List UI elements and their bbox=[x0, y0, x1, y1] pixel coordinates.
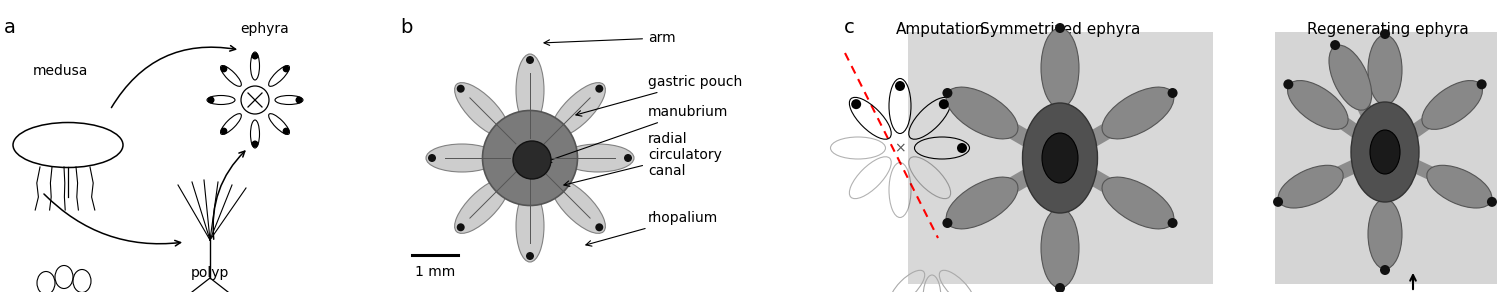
Circle shape bbox=[1476, 79, 1486, 89]
Ellipse shape bbox=[454, 179, 509, 233]
Circle shape bbox=[942, 88, 952, 98]
Ellipse shape bbox=[516, 54, 544, 126]
Text: gastric pouch: gastric pouch bbox=[576, 75, 742, 116]
Ellipse shape bbox=[1023, 103, 1098, 213]
FancyBboxPatch shape bbox=[1275, 32, 1497, 284]
Ellipse shape bbox=[483, 110, 578, 206]
Text: rhopalium: rhopalium bbox=[586, 211, 718, 246]
Text: medusa: medusa bbox=[33, 64, 87, 78]
Ellipse shape bbox=[1422, 81, 1482, 129]
Text: Symmetrized ephyra: Symmetrized ephyra bbox=[980, 22, 1140, 37]
Text: b: b bbox=[400, 18, 412, 37]
Ellipse shape bbox=[1368, 35, 1402, 105]
Ellipse shape bbox=[1278, 165, 1342, 208]
Ellipse shape bbox=[1041, 28, 1078, 108]
Circle shape bbox=[1054, 23, 1065, 33]
Text: ×: × bbox=[894, 141, 906, 155]
Circle shape bbox=[1380, 29, 1390, 39]
Ellipse shape bbox=[1368, 199, 1402, 269]
Ellipse shape bbox=[1102, 177, 1174, 229]
FancyBboxPatch shape bbox=[908, 32, 1214, 284]
Text: Regenerating ephyra: Regenerating ephyra bbox=[1306, 22, 1468, 37]
Text: 1 mm: 1 mm bbox=[416, 265, 454, 279]
Ellipse shape bbox=[1426, 165, 1492, 208]
Ellipse shape bbox=[1102, 87, 1174, 139]
Circle shape bbox=[252, 140, 258, 147]
Circle shape bbox=[939, 99, 950, 109]
Ellipse shape bbox=[1041, 208, 1078, 288]
Circle shape bbox=[624, 154, 632, 162]
Ellipse shape bbox=[1042, 133, 1078, 183]
Circle shape bbox=[1284, 79, 1293, 89]
Circle shape bbox=[526, 252, 534, 260]
Circle shape bbox=[596, 223, 603, 231]
Circle shape bbox=[526, 56, 534, 64]
Circle shape bbox=[1380, 265, 1390, 275]
Circle shape bbox=[1167, 218, 1178, 228]
Circle shape bbox=[282, 65, 290, 72]
Circle shape bbox=[252, 53, 258, 60]
Ellipse shape bbox=[1329, 45, 1371, 110]
Ellipse shape bbox=[946, 177, 1018, 229]
Ellipse shape bbox=[454, 83, 509, 137]
Text: arm: arm bbox=[544, 31, 675, 45]
Circle shape bbox=[1486, 197, 1497, 207]
Ellipse shape bbox=[516, 190, 544, 262]
Circle shape bbox=[207, 96, 214, 103]
Circle shape bbox=[296, 96, 303, 103]
Circle shape bbox=[1330, 40, 1340, 50]
Text: polyp: polyp bbox=[190, 266, 230, 280]
Ellipse shape bbox=[1352, 102, 1419, 202]
Text: manubrium: manubrium bbox=[546, 105, 729, 162]
Text: c: c bbox=[844, 18, 855, 37]
Circle shape bbox=[282, 128, 290, 135]
Circle shape bbox=[220, 65, 228, 72]
Text: Amputation: Amputation bbox=[896, 22, 984, 37]
Ellipse shape bbox=[1287, 81, 1348, 129]
Circle shape bbox=[456, 223, 465, 231]
Circle shape bbox=[1167, 88, 1178, 98]
Circle shape bbox=[957, 143, 968, 153]
Circle shape bbox=[456, 85, 465, 93]
Circle shape bbox=[850, 99, 861, 109]
Ellipse shape bbox=[946, 87, 1018, 139]
Ellipse shape bbox=[550, 179, 606, 233]
Circle shape bbox=[1274, 197, 1282, 207]
Text: ephyra: ephyra bbox=[240, 22, 290, 36]
Ellipse shape bbox=[550, 83, 606, 137]
Circle shape bbox=[427, 154, 436, 162]
Circle shape bbox=[896, 81, 904, 91]
Ellipse shape bbox=[426, 144, 498, 172]
Circle shape bbox=[942, 218, 952, 228]
Text: radial
circulatory
canal: radial circulatory canal bbox=[564, 132, 722, 186]
Ellipse shape bbox=[1370, 130, 1400, 174]
Ellipse shape bbox=[513, 141, 550, 179]
Text: a: a bbox=[4, 18, 16, 37]
Circle shape bbox=[596, 85, 603, 93]
Ellipse shape bbox=[562, 144, 634, 172]
Circle shape bbox=[1054, 283, 1065, 292]
Circle shape bbox=[220, 128, 228, 135]
